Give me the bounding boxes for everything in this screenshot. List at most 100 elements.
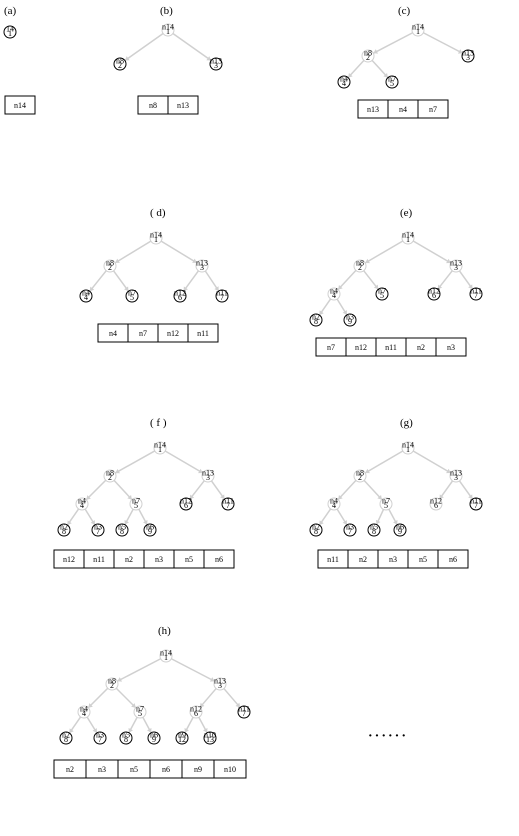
- node-sublabel: 5: [138, 709, 142, 718]
- ellipsis: ······: [368, 729, 408, 744]
- panel-label-e: (e): [400, 207, 413, 219]
- node-sublabel: 3: [218, 681, 222, 690]
- node-sublabel: 6: [184, 501, 188, 510]
- queue-cell-label: n6: [162, 765, 170, 774]
- queue-cell-label: n14: [14, 101, 26, 110]
- queue-cell-label: n5: [185, 555, 193, 564]
- node-sublabel: 1: [406, 235, 410, 244]
- node-sublabel: 2: [358, 263, 362, 272]
- node-sublabel: 8: [314, 527, 318, 536]
- queue-cell-label: n4: [399, 105, 407, 114]
- node-sublabel: 9: [148, 527, 152, 536]
- queue-cell-label: n8: [149, 101, 157, 110]
- node-sublabel: 9: [348, 317, 352, 326]
- panel-label-d: ( d): [150, 207, 166, 219]
- panel-e: n141n82n133n44n75n126n117n28n39n7n12n11n…: [310, 231, 482, 357]
- node-sublabel: 4: [332, 291, 336, 300]
- queue-cell-label: n3: [447, 343, 455, 352]
- queue-cell-label: n11: [327, 555, 339, 564]
- panel-h: n141n82n133n44n75n126n117n28n37n58n69n91…: [54, 649, 250, 779]
- queue-cell-label: n2: [125, 555, 133, 564]
- queue-cell-label: n3: [389, 555, 397, 564]
- node-sublabel: 5: [384, 501, 388, 510]
- queue-cell-label: n7: [327, 343, 335, 352]
- node-sublabel: 1: [164, 653, 168, 662]
- node-sublabel: 1: [406, 445, 410, 454]
- diagram-canvas: (a)141n14(b)n141n82n133n8n13(c)n141n82n1…: [0, 0, 519, 836]
- node-sublabel: 1: [154, 235, 158, 244]
- node-sublabel: 7: [242, 709, 246, 718]
- node-sublabel: 2: [118, 61, 122, 70]
- node-sublabel: 1: [158, 445, 162, 454]
- queue-cell-label: n12: [167, 329, 179, 338]
- node-sublabel: 3: [454, 473, 458, 482]
- queue-cell-label: n11: [385, 343, 397, 352]
- node-sublabel: 8: [64, 735, 68, 744]
- node-sublabel: 7: [96, 527, 100, 536]
- node-sublabel: 8: [372, 527, 376, 536]
- node-sublabel: 3: [454, 263, 458, 272]
- queue-cell-label: n2: [359, 555, 367, 564]
- node-sublabel: 7: [220, 293, 224, 302]
- node-sublabel: 5: [130, 293, 134, 302]
- queue-cell-label: n5: [419, 555, 427, 564]
- queue-cell-label: n2: [66, 765, 74, 774]
- queue-cell-label: n2: [417, 343, 425, 352]
- node-sublabel: 9: [152, 735, 156, 744]
- node-sublabel: 8: [314, 317, 318, 326]
- node-sublabel: 13: [206, 735, 214, 744]
- node-sublabel: 7: [474, 501, 478, 510]
- queue-cell-label: n9: [194, 765, 202, 774]
- node-sublabel: 3: [466, 53, 470, 62]
- panel-f: n141n82n133n44n75n126n117n28n37n58n69n12…: [54, 441, 234, 569]
- node-sublabel: 5: [134, 501, 138, 510]
- queue-cell-label: n11: [197, 329, 209, 338]
- queue-cell-label: n4: [109, 329, 117, 338]
- queue-cell-label: n5: [130, 765, 138, 774]
- queue-cell-label: n11: [93, 555, 105, 564]
- node-sublabel: 3: [214, 61, 218, 70]
- node-sublabel: 7: [348, 527, 352, 536]
- node-sublabel: 6: [434, 501, 438, 510]
- node-sublabel: 9: [398, 527, 402, 536]
- node-sublabel: 3: [206, 473, 210, 482]
- panel-b: n141n82n133n8n13: [114, 23, 222, 115]
- panel-label-a: (a): [4, 5, 17, 17]
- node-sublabel: 7: [474, 291, 478, 300]
- node-sublabel: 2: [108, 263, 112, 272]
- node-sublabel: 8: [120, 527, 124, 536]
- node-sublabel: 6: [194, 709, 198, 718]
- node-sublabel: 7: [226, 501, 230, 510]
- queue-cell-label: n7: [139, 329, 147, 338]
- node-sublabel: 2: [366, 53, 370, 62]
- node-sublabel: 7: [98, 735, 102, 744]
- node-sublabel: 1: [416, 27, 420, 36]
- node-sublabel: 8: [124, 735, 128, 744]
- panel-label-f: ( f ): [150, 417, 167, 429]
- node-sublabel: 5: [390, 79, 394, 88]
- node-sublabel: 4: [82, 709, 86, 718]
- node-sublabel: 6: [178, 293, 182, 302]
- node-sublabel: 2: [358, 473, 362, 482]
- queue-cell-label: n12: [63, 555, 75, 564]
- node-sublabel: 4: [84, 293, 88, 302]
- node-sublabel: 4: [342, 79, 346, 88]
- queue-cell-label: n13: [367, 105, 379, 114]
- panel-label-h: (h): [158, 625, 171, 637]
- queue-cell-label: n10: [224, 765, 236, 774]
- node-sublabel: 1: [166, 27, 170, 36]
- node-sublabel: 6: [432, 291, 436, 300]
- node-sublabel: 8: [62, 527, 66, 536]
- panel-label-g: (g): [400, 417, 413, 429]
- node-sublabel: 12: [178, 735, 186, 744]
- node-sublabel: 5: [380, 291, 384, 300]
- panel-label-b: (b): [160, 5, 173, 17]
- node-sublabel: 1: [8, 29, 12, 38]
- queue-cell-label: n3: [155, 555, 163, 564]
- panel-g: n141n82n133n44n75n126n117n28n37n58n69n11…: [310, 441, 482, 569]
- queue-cell-label: n12: [355, 343, 367, 352]
- node-sublabel: 4: [80, 501, 84, 510]
- node-sublabel: 2: [110, 681, 114, 690]
- node-sublabel: 3: [200, 263, 204, 272]
- queue-cell-label: n13: [177, 101, 189, 110]
